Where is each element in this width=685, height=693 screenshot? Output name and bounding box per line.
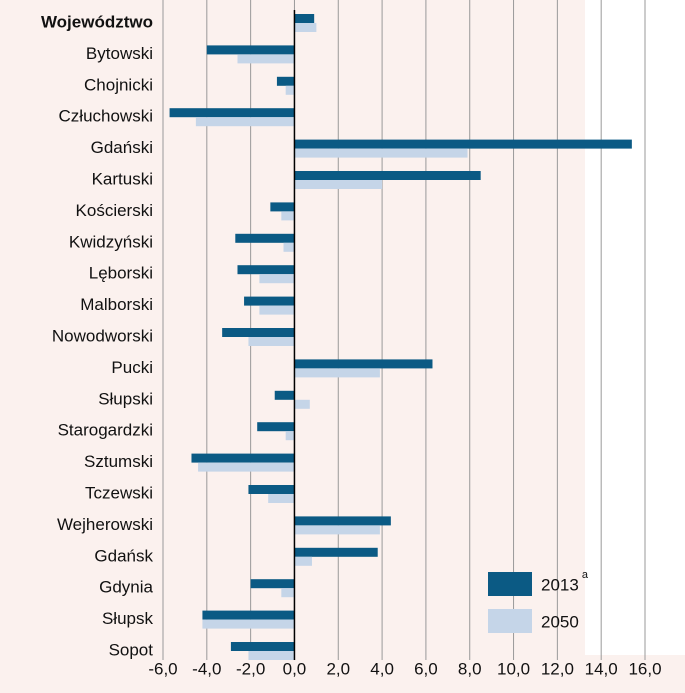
y-tick-label: Sopot xyxy=(109,640,154,659)
bar xyxy=(294,359,433,369)
bar xyxy=(237,265,295,275)
bar xyxy=(268,494,295,503)
background-strip xyxy=(585,0,685,655)
x-tick-label: 16,0 xyxy=(628,659,661,678)
y-tick-label: Gdańsk xyxy=(94,546,153,565)
bar xyxy=(294,23,317,32)
bar xyxy=(230,642,295,651)
bar xyxy=(294,171,481,180)
bar xyxy=(281,588,295,598)
bar xyxy=(259,305,295,315)
bar xyxy=(294,148,468,158)
bar xyxy=(237,54,295,64)
bar xyxy=(294,14,315,23)
bar xyxy=(206,45,295,55)
legend-swatch xyxy=(488,572,532,596)
bar xyxy=(285,431,295,441)
y-tick-label: Gdański xyxy=(91,138,153,157)
y-tick-label: Nowodworski xyxy=(52,326,153,345)
x-tick-label: 2,0 xyxy=(326,659,350,678)
y-tick-label: Malborski xyxy=(80,295,153,314)
y-tick-label: Chojnicki xyxy=(84,75,153,94)
x-tick-label: 12,0 xyxy=(541,659,574,678)
x-tick-label: 8,0 xyxy=(458,659,482,678)
bar xyxy=(281,211,295,221)
bar xyxy=(294,516,391,526)
legend-note: a xyxy=(582,569,589,581)
bar xyxy=(198,462,295,472)
bar xyxy=(294,399,310,409)
x-tick-label: 6,0 xyxy=(414,659,438,678)
bar xyxy=(274,390,295,400)
x-tick-label: 0,0 xyxy=(283,659,307,678)
bar xyxy=(195,117,295,127)
bar xyxy=(294,180,383,189)
x-tick-label: 10,0 xyxy=(497,659,530,678)
bar xyxy=(191,453,295,463)
y-tick-label: Tczewski xyxy=(85,483,153,502)
bar xyxy=(248,485,295,494)
y-tick-label: Słupski xyxy=(98,389,153,408)
bar xyxy=(294,368,380,378)
x-tick-label: -6,0 xyxy=(148,659,177,678)
bar xyxy=(276,76,295,86)
bar xyxy=(202,619,295,629)
bar xyxy=(235,233,295,243)
x-tick-label: -2,0 xyxy=(236,659,265,678)
legend-label: 2013 xyxy=(541,575,579,594)
y-tick-label: Człuchowski xyxy=(59,107,153,126)
y-tick-label: Kościerski xyxy=(76,201,153,220)
y-tick-label: Starogardzki xyxy=(58,421,153,440)
bar xyxy=(294,556,312,566)
x-tick-label: 4,0 xyxy=(370,659,394,678)
y-tick-label: Województwo xyxy=(41,12,153,31)
x-tick-label: 14,0 xyxy=(585,659,618,678)
bar xyxy=(248,651,295,660)
legend-label: 2050 xyxy=(541,612,579,631)
bar xyxy=(294,525,380,535)
bar xyxy=(285,85,295,95)
y-tick-label: Kwidzyński xyxy=(69,232,153,251)
bar xyxy=(169,108,295,118)
y-tick-label: Kartuski xyxy=(92,169,153,188)
bar xyxy=(202,610,295,620)
y-tick-label: Gdynia xyxy=(99,578,153,597)
bar xyxy=(283,242,295,252)
y-tick-label: Bytowski xyxy=(86,44,153,63)
y-tick-label: Pucki xyxy=(111,358,153,377)
bar xyxy=(294,139,632,149)
bar xyxy=(244,296,295,306)
bar xyxy=(250,579,295,589)
y-tick-label: Lęborski xyxy=(89,264,153,283)
bar xyxy=(259,274,295,284)
bar xyxy=(294,547,378,557)
y-tick-label: Sztumski xyxy=(84,452,153,471)
x-tick-label: -4,0 xyxy=(192,659,221,678)
bar xyxy=(257,422,295,432)
bar xyxy=(222,328,295,337)
bar xyxy=(270,202,295,212)
legend-swatch xyxy=(488,609,532,633)
y-tick-label: Słupsk xyxy=(102,609,154,628)
y-tick-label: Wejherowski xyxy=(57,515,153,534)
bar xyxy=(248,337,295,346)
